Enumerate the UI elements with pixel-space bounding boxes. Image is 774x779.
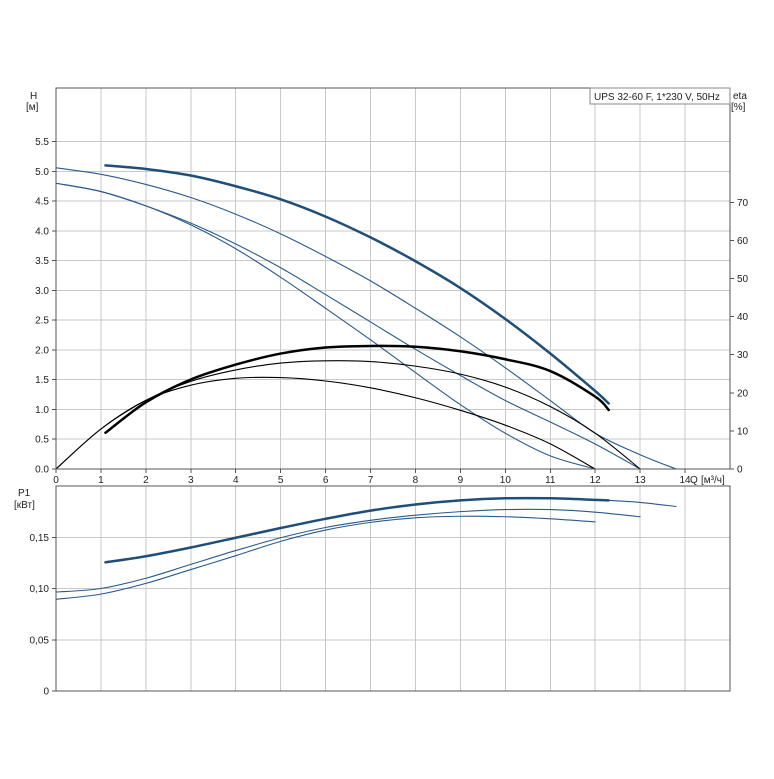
legend-box — [589, 87, 731, 105]
head-panel-curves — [55, 164, 677, 470]
y2-tick-label: 20 — [737, 388, 749, 399]
power-curve-3 — [55, 515, 596, 600]
x-tick-label: 11 — [545, 475, 556, 486]
head-curve-1 — [55, 167, 677, 470]
y-tick-label: 3.5 — [35, 256, 49, 267]
x-tick-label: 6 — [323, 475, 329, 486]
y2-tick-label: 60 — [737, 236, 749, 247]
x-tick-label: 7 — [368, 475, 374, 486]
power-tick-label: 0,05 — [30, 635, 50, 646]
y-axis-unit: [м] — [26, 102, 39, 113]
x-tick-label: 9 — [458, 475, 464, 486]
power-tick-label: 0 — [43, 687, 49, 698]
x-tick-label: 10 — [500, 475, 512, 486]
x-tick-label: 4 — [233, 475, 239, 486]
y-axis-label: H — [30, 91, 37, 102]
head-panel-ticks: 0 1 2 3 4 5 6 7 8 9 10 11 12 13 140.00.51.01.52.02.53.… — [35, 137, 748, 486]
y2-tick-label: 0 — [737, 465, 743, 476]
power-curve-2 — [55, 508, 641, 593]
head-curve-0 — [104, 164, 610, 405]
y-tick-label: 1.5 — [35, 375, 49, 386]
y-tick-label: 4.5 — [35, 197, 49, 208]
y2-tick-label: 40 — [737, 312, 749, 323]
x-tick-label: 2 — [143, 475, 149, 486]
y2-axis-unit: [%] — [731, 102, 746, 113]
power-tick-label: 0,10 — [30, 584, 50, 595]
y-tick-label: 5.5 — [35, 137, 49, 148]
y-tick-label: 0.0 — [35, 465, 49, 476]
head-curve-3 — [55, 182, 596, 470]
efficiency-curve-5 — [55, 360, 641, 470]
power-axis-unit: [кВт] — [14, 500, 35, 511]
head-panel-frame — [55, 87, 731, 470]
x-tick-label: 1 — [98, 475, 104, 486]
x-tick-label: 3 — [188, 475, 194, 486]
power-curve-1 — [608, 499, 677, 508]
x-tick-label: 14 — [680, 475, 692, 486]
efficiency-curve-4 — [104, 344, 610, 435]
y-tick-label: 1.0 — [35, 405, 49, 416]
head-panel-grid — [55, 88, 730, 470]
y-tick-label: 4.0 — [35, 226, 49, 237]
power-panel-curves — [55, 496, 677, 600]
y-tick-label: 5.0 — [35, 167, 49, 178]
x-tick-label: 0 — [53, 475, 59, 486]
y-tick-label: 0.5 — [35, 435, 49, 446]
y2-tick-label: 10 — [737, 426, 749, 437]
x-axis-unit: [м³/ч] — [701, 475, 725, 486]
x-tick-label: 8 — [413, 475, 419, 486]
y-tick-label: 3.0 — [35, 286, 49, 297]
y-tick-label: 2.0 — [35, 345, 49, 356]
x-tick-label: 5 — [278, 475, 284, 486]
x-tick-label: 12 — [590, 475, 602, 486]
y-tick-label: 2.5 — [35, 316, 49, 327]
power-axis-label: P1 — [18, 488, 31, 499]
power-tick-label: 0,15 — [30, 533, 50, 544]
x-axis-label: Q — [690, 475, 698, 486]
power-curve-0 — [104, 496, 610, 564]
efficiency-curve-6 — [55, 376, 596, 470]
y2-tick-label: 50 — [737, 274, 749, 285]
power-panel-grid — [55, 486, 730, 692]
y2-tick-label: 30 — [737, 350, 749, 361]
y2-tick-label: 70 — [737, 198, 749, 209]
legend-label: UPS 32-60 F, 1*230 V, 50Hz — [594, 92, 720, 103]
y2-axis-label: eta — [733, 91, 747, 102]
x-tick-label: 13 — [635, 475, 647, 486]
power-panel-ticks: 0 0,05 0,10 0,15 — [30, 533, 56, 698]
